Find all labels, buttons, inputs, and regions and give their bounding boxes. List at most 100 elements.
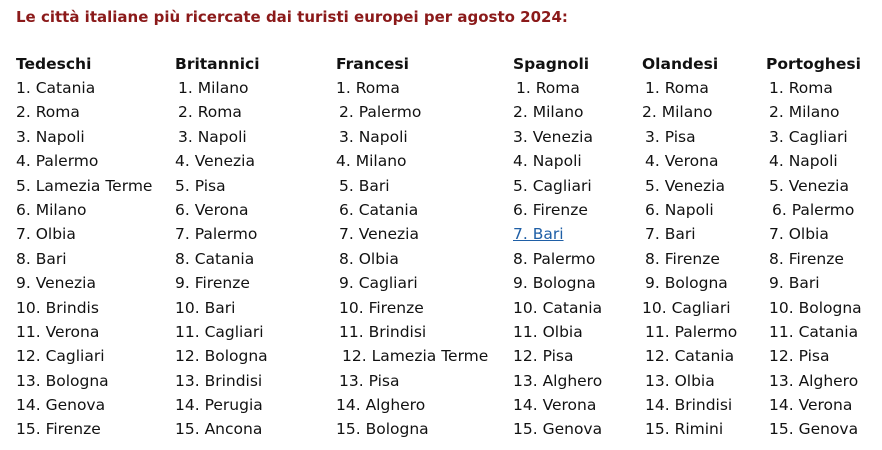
list-item: 9. Bologna	[645, 274, 728, 293]
list-item-link[interactable]: 7. Bari	[513, 225, 564, 244]
list-item: 13. Alghero	[769, 371, 859, 390]
list-item: 9. Bologna	[513, 274, 596, 293]
list-item: 7. Olbia	[16, 225, 76, 244]
ranking-list: 1. Roma 2. Palermo 3. Napoli 4. Milano 5. Ba…	[336, 76, 488, 442]
list-item: 10. Bari	[175, 298, 236, 317]
list-item: 1. Roma	[516, 79, 580, 97]
list-item: 4. Palermo	[16, 152, 99, 171]
list-item: 6. Catania	[339, 200, 419, 219]
column-tedeschi: Tedeschi 1. Catania 2. Roma 3. Napoli 4. Pa…	[16, 52, 152, 442]
list-item: 2. Roma	[16, 103, 80, 122]
ranking-list: 1. Roma 2. Milano 3. Pisa 4. Verona 5. Venez…	[642, 76, 737, 442]
column-spagnoli: Spagnoli 1. Roma 2. Milano 3. Venezia 4. Na…	[513, 52, 602, 442]
list-item: 5. Cagliari	[513, 176, 592, 195]
list-item: 3. Venezia	[513, 127, 593, 146]
list-item: 8. Bari	[16, 249, 67, 268]
list-item: 12. Pisa	[769, 347, 830, 366]
list-item: 8. Firenze	[645, 249, 720, 268]
column-francesi: Francesi 1. Roma 2. Palermo 3. Napoli 4. Mi…	[336, 52, 488, 442]
list-item: 15. Genova	[513, 420, 603, 439]
list-item: 10. Bologna	[769, 298, 862, 317]
list-item: 2. Palermo	[339, 103, 422, 122]
list-item: 1. Roma	[769, 79, 833, 97]
list-item: 15. Bologna	[336, 420, 429, 439]
list-item: 4. Milano	[336, 152, 407, 171]
list-item: 5. Venezia	[769, 176, 849, 195]
list-item: 12. Bologna	[175, 347, 268, 366]
list-item: 3. Pisa	[645, 127, 696, 146]
list-item: 6. Verona	[175, 200, 249, 219]
list-item: 6. Palermo	[772, 200, 855, 219]
list-item: 12. Pisa	[513, 347, 574, 366]
list-item: 15. Firenze	[16, 420, 101, 439]
list-item: 7. Bari	[645, 225, 696, 244]
list-item: 1. Catania	[16, 79, 96, 97]
list-item: 14. Brindisi	[645, 396, 733, 415]
list-item: 14. Verona	[769, 396, 853, 415]
list-item: 15. Rimini	[645, 420, 724, 439]
list-item: 4. Verona	[645, 152, 719, 171]
list-item: 13. Olbia	[645, 371, 715, 390]
list-item: 7. Olbia	[769, 225, 829, 244]
column-olandesi: Olandesi 1. Roma 2. Milano 3. Pisa 4. Veron…	[642, 52, 737, 442]
column-britannici: Britannici 1. Milano 2. Roma 3. Napoli 4. V…	[175, 52, 268, 442]
list-item: 11. Verona	[16, 322, 100, 341]
list-item: 12. Catania	[645, 347, 735, 366]
list-item: 9. Cagliari	[339, 274, 418, 293]
list-item: 10. Brindis	[16, 298, 99, 317]
list-item: 4. Venezia	[175, 152, 255, 171]
list-item: 13. Alghero	[513, 371, 603, 390]
list-item: 2. Roma	[178, 103, 242, 122]
ranking-list: 1. Roma 2. Milano 3. Venezia 4. Napoli 5. Ca…	[513, 76, 602, 442]
list-item: 5. Lamezia Terme	[16, 176, 153, 195]
list-item: 9. Bari	[769, 274, 820, 293]
column-header: Tedeschi	[16, 55, 92, 73]
list-item: 1. Roma	[336, 79, 400, 97]
list-item: 11. Palermo	[645, 322, 738, 341]
list-item: 9. Firenze	[175, 274, 250, 293]
list-item: 5. Venezia	[645, 176, 725, 195]
list-item: 8. Olbia	[339, 249, 399, 268]
list-item: 3. Napoli	[178, 127, 247, 146]
list-item: 1. Roma	[645, 79, 709, 97]
list-item: 15. Ancona	[175, 420, 263, 439]
list-item: 3. Napoli	[16, 127, 85, 146]
list-item: 3. Cagliari	[769, 127, 848, 146]
list-item: 13. Pisa	[339, 371, 400, 390]
list-item: 6. Milano	[16, 200, 87, 219]
list-item: 2. Milano	[513, 103, 584, 122]
list-item: 4. Napoli	[513, 152, 582, 171]
column-portoghesi: Portoghesi 1. Roma 2. Milano 3. Cagliari 4.…	[766, 52, 862, 442]
ranking-list: 1. Catania 2. Roma 3. Napoli 4. Palermo 5. L…	[16, 76, 152, 442]
list-item[interactable]: 7. Bari	[513, 222, 602, 246]
ranking-list: 1. Roma 2. Milano 3. Cagliari 4. Napoli 5. V…	[766, 76, 862, 442]
column-header: Francesi	[336, 55, 409, 73]
page-title: Le città italiane più ricercate dai turi…	[16, 8, 568, 26]
list-item: 14. Verona	[513, 396, 597, 415]
list-item: 13. Bologna	[16, 371, 109, 390]
list-item: 10. Cagliari	[642, 298, 731, 317]
list-item: 12. Lamezia Terme	[342, 347, 489, 366]
list-item: 11. Cagliari	[175, 322, 264, 341]
list-item: 11. Catania	[769, 322, 859, 341]
list-item: 4. Napoli	[769, 152, 838, 171]
list-item: 14. Alghero	[336, 396, 426, 415]
list-item: 5. Pisa	[175, 176, 226, 195]
column-header: Olandesi	[642, 55, 719, 73]
ranking-list: 1. Milano 2. Roma 3. Napoli 4. Venezia 5. Pi…	[175, 76, 268, 442]
list-item: 9. Venezia	[16, 274, 96, 293]
list-item: 10. Firenze	[339, 298, 424, 317]
list-item: 10. Catania	[513, 298, 603, 317]
list-item: 1. Milano	[178, 79, 249, 97]
list-item: 11. Brindisi	[339, 322, 427, 341]
list-item: 8. Firenze	[769, 249, 844, 268]
list-item: 13. Brindisi	[175, 371, 263, 390]
list-item: 5. Bari	[339, 176, 390, 195]
list-item: 6. Firenze	[513, 200, 588, 219]
list-item: 7. Palermo	[175, 225, 258, 244]
list-item: 6. Napoli	[645, 200, 714, 219]
column-header: Spagnoli	[513, 55, 590, 73]
list-item: 15. Genova	[769, 420, 859, 439]
list-item: 3. Napoli	[339, 127, 408, 146]
column-header: Portoghesi	[766, 55, 861, 73]
